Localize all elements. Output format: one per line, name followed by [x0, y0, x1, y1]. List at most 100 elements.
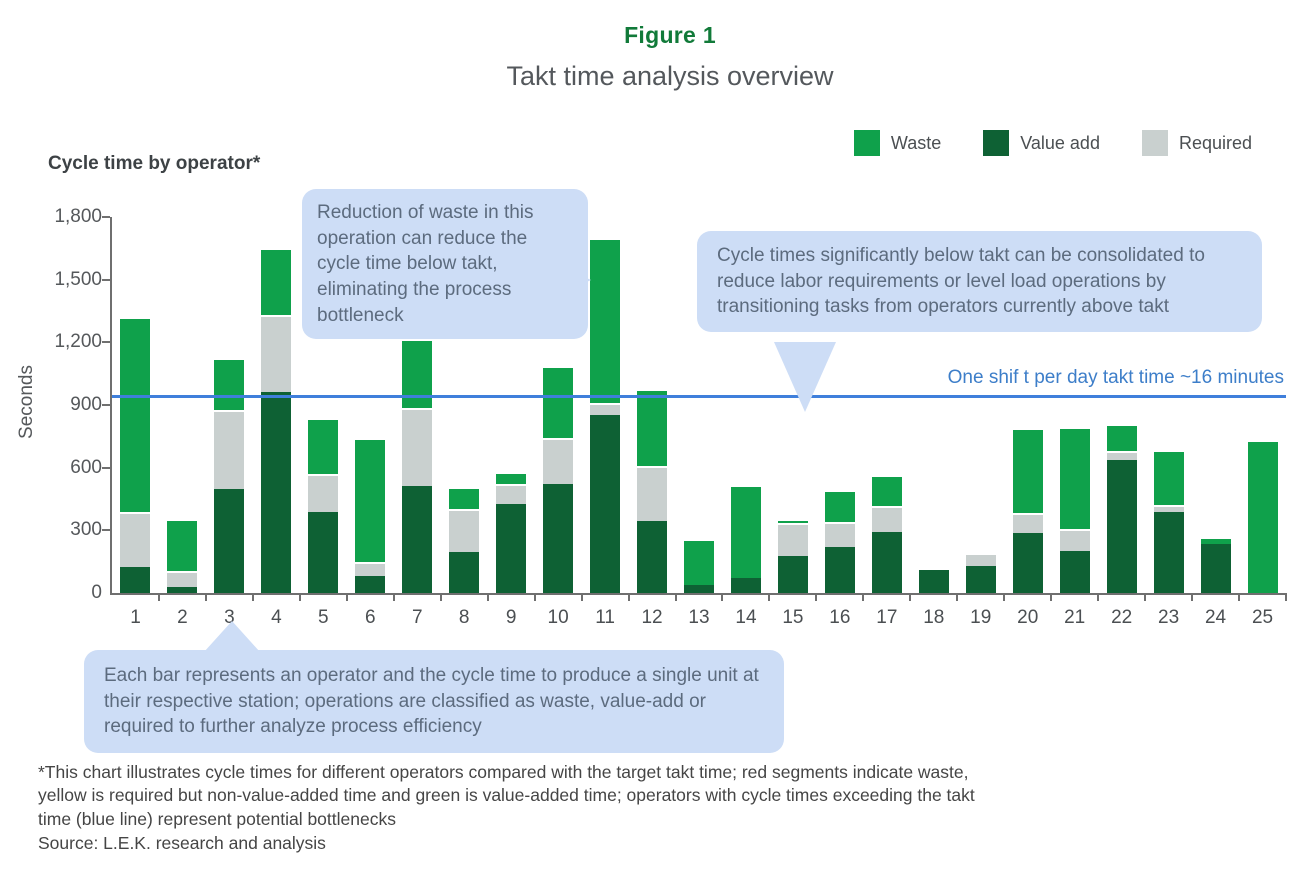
- callout-consolidate: Cycle times significantly below takt can…: [697, 231, 1262, 332]
- required-segment: [1106, 450, 1137, 461]
- x-axis-tickmark: [1285, 593, 1287, 601]
- bar-operator-17: [871, 475, 902, 593]
- waste-segment: [1106, 423, 1137, 451]
- waste-segment: [1059, 426, 1090, 530]
- required-segment: [355, 561, 386, 577]
- bar-operator-21: [1059, 426, 1090, 593]
- waste-swatch-icon: [853, 130, 880, 156]
- bar-operator-3: [214, 358, 245, 593]
- x-axis-label-21: 21: [1064, 607, 1086, 628]
- x-axis-label-7: 7: [411, 607, 423, 628]
- value-add-segment: [261, 392, 292, 593]
- legend-item-waste: Waste: [853, 130, 942, 156]
- x-axis-label-22: 22: [1111, 607, 1133, 628]
- value-add-segment: [824, 547, 855, 593]
- value-add-segment: [449, 552, 480, 593]
- bar-operator-8: [449, 486, 480, 593]
- bar-column-8: 8: [441, 217, 488, 628]
- bar-column-24: 24: [1192, 217, 1239, 628]
- value-add-segment: [730, 578, 761, 593]
- x-axis-label-16: 16: [829, 607, 851, 628]
- y-tick-label: 900: [70, 394, 102, 415]
- x-axis-label-10: 10: [547, 607, 569, 628]
- x-axis-tickmark: [157, 593, 160, 601]
- x-axis-label-8: 8: [458, 607, 470, 628]
- waste-segment: [1153, 449, 1184, 506]
- x-axis-tickmark: [815, 593, 818, 601]
- y-axis-tickmark: [102, 404, 110, 406]
- value-add-segment: [965, 565, 996, 593]
- x-axis-label-14: 14: [735, 607, 757, 628]
- waste-segment: [871, 475, 902, 507]
- y-axis-tickmark: [102, 466, 110, 469]
- bar-column-25: 25: [1239, 217, 1286, 628]
- x-axis-label-1: 1: [130, 607, 141, 628]
- waste-segment: [261, 248, 292, 316]
- x-axis-tickmark: [486, 593, 489, 601]
- bar-operator-14: [730, 485, 761, 593]
- bar-column-9: 9: [488, 217, 535, 628]
- x-axis-tickmark: [251, 593, 254, 601]
- x-axis-label-6: 6: [364, 607, 376, 628]
- x-axis-label-2: 2: [177, 607, 188, 628]
- bar-column-16: 16: [816, 217, 863, 628]
- source-line: Source: L.E.K. research and analysis: [38, 832, 326, 853]
- waste-segment: [637, 389, 668, 466]
- required-segment: [496, 484, 527, 505]
- bar-column-18: 18: [910, 217, 957, 628]
- legend-label-value-add: Value add: [1020, 132, 1100, 153]
- x-axis-tickmark: [298, 593, 301, 601]
- required-segment: [590, 402, 621, 416]
- waste-segment: [167, 518, 198, 572]
- bar-column-12: 12: [629, 217, 676, 628]
- value-add-segment: [590, 415, 621, 593]
- value-add-segment: [637, 520, 668, 593]
- takt-time-label: One shif t per day takt time ~16 minutes: [947, 366, 1284, 388]
- x-axis-label-18: 18: [923, 607, 945, 628]
- chart-title: Cycle time by operator*: [48, 153, 261, 174]
- required-segment: [120, 511, 151, 567]
- bar-operator-25: [1247, 441, 1278, 593]
- value-add-swatch-icon: [983, 130, 1010, 156]
- x-axis-tickmark: [721, 593, 724, 601]
- plot-area: 1 2 3 4 5 6 7 8 9 10 11 12 13 14 15 16 17 18 19 20 21 22 23 24 2…: [102, 216, 1287, 628]
- waste-segment: [824, 489, 855, 522]
- required-segment: [824, 521, 855, 548]
- waste-segment: [730, 485, 761, 579]
- required-segment: [965, 553, 996, 566]
- footnote-line-3: time (blue line) represent potential bot…: [38, 808, 396, 829]
- legend-label-waste: Waste: [890, 132, 942, 153]
- required-segment: [637, 465, 668, 521]
- required-segment: [308, 473, 339, 512]
- x-axis-label-9: 9: [505, 607, 517, 628]
- bar-operator-22: [1106, 423, 1137, 593]
- bar-operator-19: [965, 553, 996, 593]
- value-add-segment: [402, 486, 433, 593]
- required-segment: [777, 523, 808, 557]
- x-axis-label-19: 19: [970, 607, 992, 628]
- footnote-line-1: *This chart illustrates cycle times for …: [38, 762, 969, 782]
- callout-consolidate-tail: [774, 342, 836, 412]
- callout-bars-explain: Each bar represents an operator and the …: [84, 650, 784, 753]
- bar-operator-11: [590, 237, 621, 593]
- footnote: *This chart illustrates cycle times for …: [38, 761, 1183, 855]
- x-axis-tickmark: [439, 593, 442, 601]
- x-axis-tickmark: [627, 593, 630, 601]
- figure-title: Takt time analysis overview: [506, 61, 834, 91]
- bar-column-15: 15: [769, 217, 816, 628]
- value-add-segment: [167, 586, 198, 593]
- waste-segment: [590, 237, 621, 403]
- y-tick-label: 1,200: [54, 331, 102, 353]
- y-axis-tickmark: [102, 529, 110, 532]
- bar-operator-6: [355, 438, 386, 593]
- required-swatch-icon: [1141, 130, 1168, 156]
- value-add-segment: [1012, 533, 1043, 593]
- bar-column-5: 5: [300, 217, 347, 628]
- x-axis-tickmark: [345, 593, 348, 601]
- y-tick-label: 600: [70, 456, 102, 478]
- required-segment: [1153, 505, 1184, 512]
- x-axis-label-11: 11: [595, 607, 615, 628]
- waste-segment: [120, 317, 151, 512]
- value-add-segment: [355, 576, 386, 593]
